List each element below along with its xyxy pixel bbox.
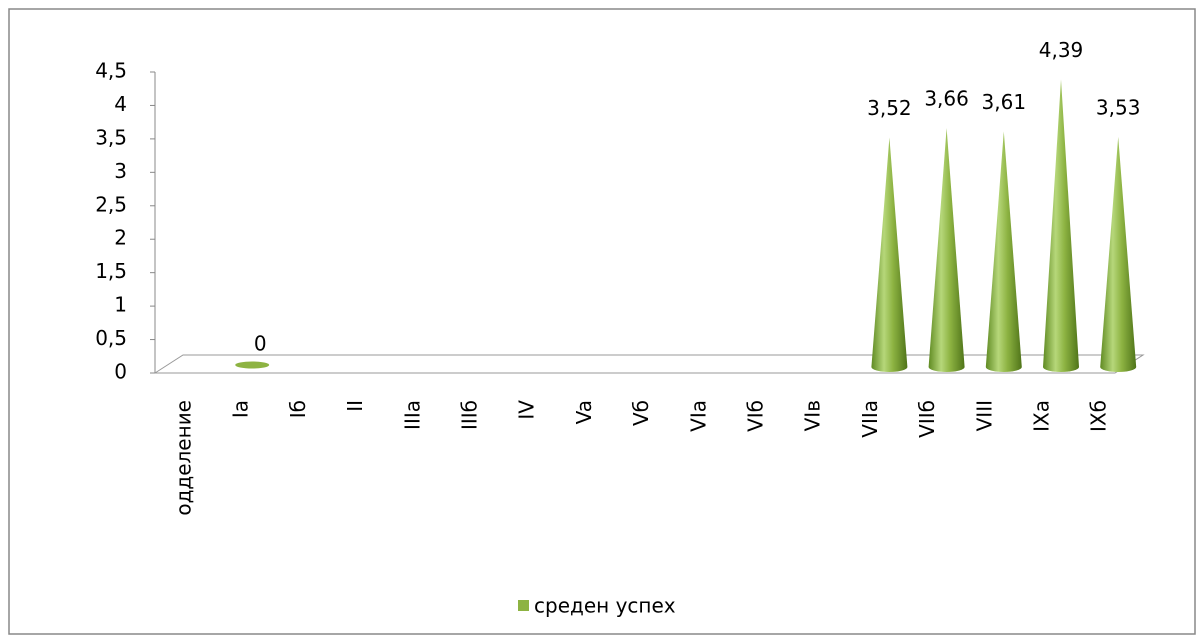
legend-label: среден успех bbox=[534, 594, 676, 618]
x-tick-label: IXa bbox=[1030, 400, 1054, 432]
y-tick-label: 2,5 bbox=[95, 192, 127, 216]
cone bbox=[1100, 136, 1137, 372]
y-tick-label: 4,5 bbox=[95, 59, 127, 83]
x-tick-label: Iб bbox=[286, 400, 310, 418]
x-tick-label: VIв bbox=[801, 400, 825, 431]
x-tick-label: IV bbox=[515, 400, 539, 420]
x-tick-label: Vб bbox=[629, 400, 653, 426]
data-label: 3,53 bbox=[1096, 95, 1141, 119]
x-tick-label: VIIб bbox=[915, 400, 939, 438]
x-tick-label: VIII bbox=[972, 400, 996, 431]
x-tick-label: VIa bbox=[686, 400, 710, 432]
y-tick-label: 2 bbox=[114, 226, 127, 250]
x-tick-label: IIIa bbox=[400, 400, 424, 430]
cone bbox=[871, 137, 908, 372]
x-tick-label: II bbox=[343, 400, 367, 412]
cone bbox=[985, 131, 1022, 372]
legend-swatch bbox=[518, 600, 529, 611]
cone bbox=[1043, 79, 1079, 372]
cone bbox=[928, 128, 965, 372]
cone bbox=[235, 361, 270, 369]
y-tick-label: 1 bbox=[114, 293, 127, 317]
x-tick-label: VIIa bbox=[858, 400, 882, 438]
floor bbox=[154, 354, 1145, 374]
data-label: 0 bbox=[254, 332, 267, 356]
x-tick-label: IXб bbox=[1087, 400, 1111, 432]
y-tick-label: 3 bbox=[114, 159, 127, 183]
data-label: 4,39 bbox=[1039, 38, 1084, 62]
x-tick-label: Va bbox=[572, 400, 596, 424]
y-tick-label: 0 bbox=[114, 360, 127, 384]
y-tick-label: 3,5 bbox=[95, 125, 127, 149]
data-label: 3,52 bbox=[867, 96, 912, 120]
x-tick-label: одделение bbox=[172, 400, 196, 516]
x-tick-label: Ia bbox=[229, 400, 253, 418]
y-tick-label: 1,5 bbox=[95, 259, 127, 283]
y-tick-label: 4 bbox=[114, 92, 127, 116]
data-label: 3,61 bbox=[982, 90, 1027, 114]
x-tick-label: IIIб bbox=[458, 400, 482, 430]
y-tick-label: 0,5 bbox=[95, 326, 127, 350]
data-label: 3,66 bbox=[924, 87, 969, 111]
x-tick-label: VIб bbox=[744, 400, 768, 432]
